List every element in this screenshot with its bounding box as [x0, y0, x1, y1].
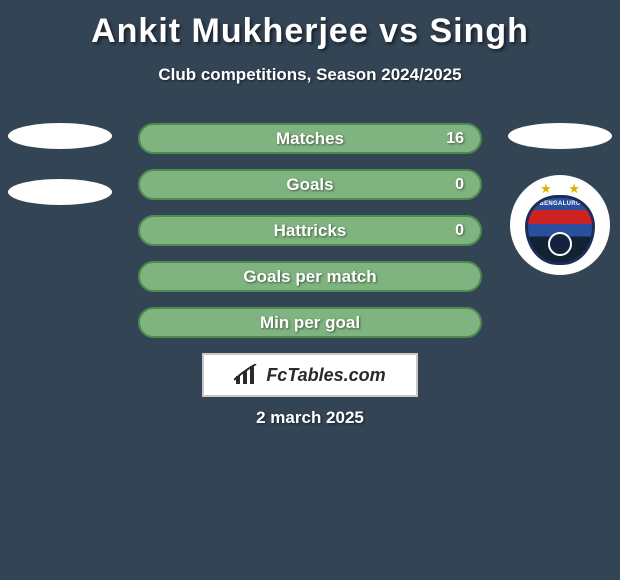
stat-bar: Hattricks 0 [138, 215, 482, 246]
stat-bar-label: Matches [276, 129, 344, 149]
left-placeholder-column [8, 123, 112, 235]
stat-bar-label: Goals per match [243, 267, 376, 287]
right-placeholder-column [508, 123, 612, 179]
stat-bar-label: Goals [286, 175, 333, 195]
stat-bar: Matches 16 [138, 123, 482, 154]
placeholder-oval [8, 123, 112, 149]
crest-background: ★ ★ BENGALURU [510, 175, 610, 275]
ball-icon [548, 232, 572, 256]
brand-text: FcTables.com [266, 365, 385, 386]
stat-bar-value-right: 0 [455, 171, 464, 198]
stat-bars: Matches 16 Goals 0 Hattricks 0 Goals per match… [138, 123, 482, 353]
stat-bar-label: Min per goal [260, 313, 360, 333]
star-icon: ★ [540, 181, 552, 197]
brand-box: FcTables.com [202, 353, 418, 397]
bars-chart-icon [234, 364, 260, 386]
crest-name: BENGALURU [528, 201, 592, 207]
stat-bar: Min per goal [138, 307, 482, 338]
star-icon: ★ [568, 181, 580, 197]
placeholder-oval [8, 179, 112, 205]
team-crest: ★ ★ BENGALURU [510, 175, 610, 275]
date-text: 2 march 2025 [0, 408, 620, 428]
placeholder-oval [508, 123, 612, 149]
stat-bar: Goals per match [138, 261, 482, 292]
stat-bar-label: Hattricks [274, 221, 347, 241]
stat-bar-value-right: 0 [455, 217, 464, 244]
stat-bar-value-right: 16 [446, 125, 464, 152]
shield-icon: BENGALURU [525, 195, 595, 265]
stat-bar: Goals 0 [138, 169, 482, 200]
page-subtitle: Club competitions, Season 2024/2025 [0, 65, 620, 85]
page-title: Ankit Mukherjee vs Singh [0, 0, 620, 51]
